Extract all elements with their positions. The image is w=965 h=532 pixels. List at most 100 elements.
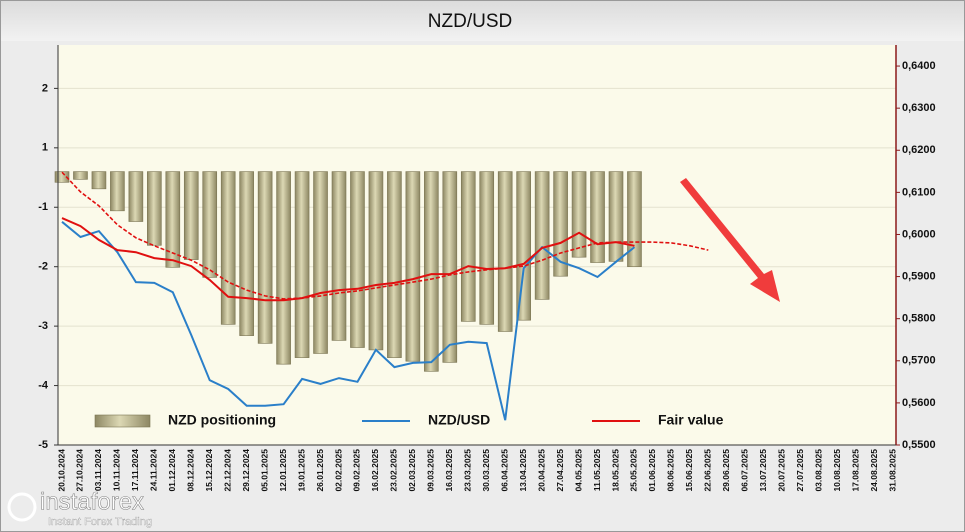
x-tick-label: 09.02.2025: [352, 449, 362, 492]
y2-tick-label: 0,5700: [902, 355, 936, 367]
x-tick-label: 16.02.2025: [370, 449, 380, 492]
x-tick-label: 05.01.2025: [259, 449, 269, 492]
x-tick-label: 22.12.2024: [222, 449, 232, 492]
y2-tick-label: 0,6100: [902, 186, 936, 198]
x-tick-label: 08.06.2025: [666, 449, 676, 492]
bar: [91, 171, 107, 190]
bar: [54, 171, 70, 183]
y2-tick-label: 0,6400: [902, 60, 936, 72]
bar: [331, 171, 347, 341]
bar: [202, 171, 218, 278]
bar: [110, 171, 125, 212]
x-tick-label: 27.10.2024: [75, 449, 85, 492]
bar: [442, 171, 458, 363]
y2-tick-label: 0,5500: [902, 439, 936, 451]
bar: [516, 171, 531, 321]
x-tick-label: 10.08.2025: [832, 449, 842, 492]
x-tick-label: 08.12.2024: [186, 449, 196, 492]
y-tick-label: -3: [38, 320, 48, 332]
y2-tick-label: 0,6300: [902, 102, 936, 114]
legend-swatch: [94, 414, 151, 428]
x-tick-label: 01.12.2024: [167, 449, 177, 492]
x-tick-label: 11.05.2025: [592, 449, 602, 491]
x-tick-label: 13.07.2025: [758, 449, 768, 492]
x-tick-label: 02.02.2025: [333, 449, 343, 492]
bar: [128, 171, 144, 222]
bar: [497, 171, 513, 332]
x-tick-label: 30.03.2025: [481, 449, 491, 492]
x-tick-label: 06.04.2025: [499, 449, 509, 492]
x-tick-label: 18.05.2025: [610, 449, 620, 492]
x-tick-label: 13.04.2025: [518, 449, 528, 492]
bar: [553, 171, 568, 277]
bar: [350, 171, 365, 348]
x-tick-label: 27.04.2025: [555, 449, 565, 492]
x-tick-label: 15.06.2025: [684, 449, 694, 492]
x-tick-label: 17.08.2025: [850, 449, 860, 492]
bar: [73, 171, 88, 180]
x-tick-label: 29.12.2024: [241, 449, 251, 492]
y-tick-label: -1: [38, 201, 48, 213]
bar: [571, 171, 587, 258]
bar: [239, 171, 254, 336]
x-tick-label: 20.04.2025: [536, 449, 546, 492]
logo-icon: [7, 492, 37, 522]
x-tick-label: 03.11.2024: [93, 449, 103, 491]
y-tick-label: -4: [38, 379, 49, 391]
x-tick-label: 24.08.2025: [869, 449, 879, 492]
x-tick-label: 16.03.2025: [444, 449, 454, 492]
x-tick-label: 15.12.2024: [204, 449, 214, 492]
x-tick-label: 03.08.2025: [813, 449, 823, 492]
x-tick-label: 04.05.2025: [573, 449, 583, 492]
x-tick-label: 23.02.2025: [389, 449, 399, 492]
bar: [313, 171, 328, 354]
x-tick-label: 10.11.2024: [112, 449, 122, 491]
bar: [183, 171, 199, 260]
x-tick-label: 29.06.2025: [721, 449, 731, 492]
y2-tick-label: 0,5800: [902, 313, 936, 325]
bar: [424, 171, 439, 372]
title-band: [1, 1, 964, 41]
bar: [165, 171, 181, 268]
x-tick-label: 22.06.2025: [703, 449, 713, 492]
line: [61, 217, 635, 302]
bar: [534, 171, 550, 300]
legend-label: NZD positioning: [168, 412, 276, 428]
x-tick-label: 19.01.2025: [296, 449, 306, 492]
bar: [405, 171, 421, 362]
bar: [220, 171, 236, 325]
y-tick-label: -2: [38, 261, 48, 273]
bar: [257, 171, 273, 344]
x-tick-label: 06.07.2025: [740, 449, 750, 492]
x-tick-label: 20.10.2024: [56, 449, 66, 492]
x-tick-label: 23.03.2025: [463, 449, 473, 492]
bar: [294, 171, 310, 358]
x-tick-label: 01.06.2025: [647, 449, 657, 492]
x-tick-label: 17.11.2024: [130, 449, 140, 491]
y-tick-label: -5: [38, 439, 48, 451]
x-tick-label: 24.11.2024: [149, 449, 159, 491]
bar: [147, 171, 162, 246]
logo-name: instaforex: [40, 488, 144, 515]
chart-title: NZD/USD: [428, 11, 512, 32]
plot-area: [58, 45, 896, 445]
y2-tick-label: 0,5600: [902, 397, 936, 409]
x-tick-label: 09.03.2025: [426, 449, 436, 492]
x-tick-label: 27.07.2025: [795, 449, 805, 492]
bar: [590, 171, 605, 263]
bar: [460, 171, 476, 322]
y2-tick-label: 0,6200: [902, 144, 936, 156]
logo: instaforex Instant Forex Trading: [7, 488, 152, 528]
bar: [276, 171, 291, 365]
trend-arrow: [680, 178, 780, 302]
x-tick-label: 20.07.2025: [776, 449, 786, 492]
y2-tick-label: 0,5900: [902, 270, 936, 282]
y2-tick-label: 0,6000: [902, 228, 936, 240]
logo-tagline: Instant Forex Trading: [48, 516, 152, 528]
x-tick-label: 26.01.2025: [315, 449, 325, 492]
bar: [387, 171, 402, 358]
bar: [608, 171, 624, 262]
bar: [479, 171, 495, 325]
y-tick-label: 1: [42, 142, 48, 154]
